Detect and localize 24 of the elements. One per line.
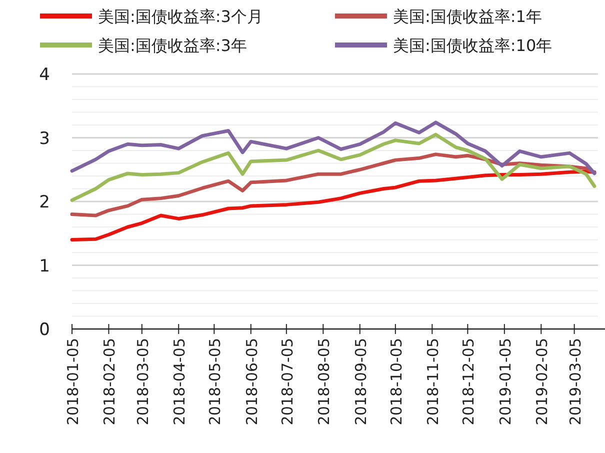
x-tick-label: 2018-05-05	[206, 338, 224, 426]
x-tick-label: 2018-03-05	[134, 338, 152, 426]
x-tick-label: 2018-10-05	[387, 338, 406, 426]
legend-label: 美国:国债收益率:3年	[98, 36, 247, 55]
x-tick-label: 2018-08-05	[315, 338, 334, 426]
y-tick-label: 4	[39, 65, 50, 85]
x-tick-label: 2018-04-05	[170, 338, 189, 426]
legend-label: 美国:国债收益率:3个月	[98, 7, 263, 26]
x-tick-label: 2018-01-05	[64, 338, 82, 426]
x-tick-label: 2018-07-05	[278, 338, 296, 426]
x-tick-label: 2018-06-05	[242, 338, 261, 426]
legend-label: 美国:国债收益率:10年	[393, 36, 552, 55]
x-tick-label: 2019-02-05	[533, 338, 552, 426]
x-tick-label: 2018-11-05	[424, 338, 442, 426]
x-tick-label: 2018-12-05	[460, 338, 478, 426]
y-tick-label: 0	[39, 320, 50, 340]
x-tick-label: 2019-03-05	[566, 338, 584, 426]
x-tick-label: 2019-01-05	[496, 338, 514, 426]
legend-label: 美国:国债收益率:1年	[393, 7, 542, 26]
y-tick-label: 1	[39, 256, 50, 276]
y-tick-label: 3	[39, 128, 50, 149]
y-tick-label: 2	[39, 192, 50, 212]
x-tick-label: 2018-09-05	[352, 338, 370, 426]
x-tick-label: 2018-02-05	[100, 338, 119, 426]
